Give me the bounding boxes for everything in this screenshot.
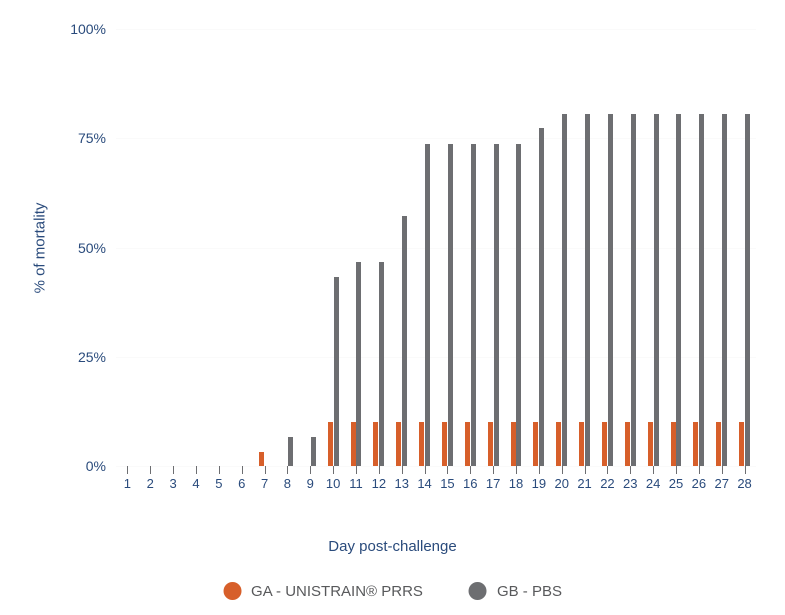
y-tick-label: 100% (70, 21, 116, 37)
bar-series-b (608, 114, 613, 466)
x-tick-label: 8 (284, 466, 291, 491)
x-tick-label: 7 (261, 466, 268, 491)
x-tick-label: 17 (486, 466, 500, 491)
bar-series-b (516, 144, 521, 467)
bar-series-b (471, 144, 476, 467)
bar-series-a (533, 422, 538, 466)
legend-swatch (469, 582, 487, 600)
x-tick-label: 9 (307, 466, 314, 491)
bar-series-b (631, 114, 636, 466)
bar-series-b (745, 114, 750, 466)
x-tick-label: 21 (577, 466, 591, 491)
x-tick-label: 19 (532, 466, 546, 491)
grid-line (116, 138, 756, 139)
legend-swatch (223, 582, 241, 600)
x-axis-title: Day post-challenge (328, 538, 456, 555)
bar-series-b (539, 128, 544, 466)
legend-item: GA - UNISTRAIN® PRRS (223, 582, 423, 600)
x-tick-label: 3 (170, 466, 177, 491)
grid-line (116, 357, 756, 358)
x-tick-label: 25 (669, 466, 683, 491)
x-tick-label: 28 (737, 466, 751, 491)
x-tick-label: 20 (554, 466, 568, 491)
bar-series-a (419, 422, 424, 466)
bar-series-b (311, 437, 316, 466)
bar-series-b (676, 114, 681, 466)
bar-series-a (625, 422, 630, 466)
plot-area: 0%25%50%75%100%1234567891011121314151617… (116, 29, 756, 466)
bar-series-b (379, 262, 384, 466)
x-tick-label: 18 (509, 466, 523, 491)
bar-series-b (562, 114, 567, 466)
y-axis-title: % of mortality (32, 203, 49, 294)
x-tick-label: 1 (124, 466, 131, 491)
bar-series-a (442, 422, 447, 466)
x-tick-label: 6 (238, 466, 245, 491)
x-tick-label: 13 (394, 466, 408, 491)
bar-series-b (402, 216, 407, 466)
x-tick-label: 11 (349, 466, 363, 491)
legend-label: GA - UNISTRAIN® PRRS (251, 583, 423, 600)
y-tick-label: 25% (78, 349, 116, 365)
x-tick-label: 27 (714, 466, 728, 491)
x-tick-label: 10 (326, 466, 340, 491)
bar-series-b (722, 114, 727, 466)
bar-series-a (488, 422, 493, 466)
x-tick-label: 12 (372, 466, 386, 491)
bar-series-b (494, 144, 499, 467)
bar-series-a (351, 422, 356, 466)
x-tick-label: 23 (623, 466, 637, 491)
bar-series-a (602, 422, 607, 466)
y-tick-label: 0% (86, 458, 116, 474)
mortality-chart: % of mortality 0%25%50%75%100%1234567891… (0, 0, 785, 615)
grid-line (116, 248, 756, 249)
bar-series-b (288, 437, 293, 466)
grid-line (116, 29, 756, 30)
bar-series-a (556, 422, 561, 466)
x-tick-label: 24 (646, 466, 660, 491)
bar-series-a (396, 422, 401, 466)
y-tick-label: 50% (78, 240, 116, 256)
bar-series-a (693, 422, 698, 466)
bar-series-b (654, 114, 659, 466)
bar-series-b (356, 262, 361, 466)
x-tick-label: 14 (417, 466, 431, 491)
bar-series-b (334, 277, 339, 466)
bar-series-a (671, 422, 676, 466)
bar-series-b (448, 144, 453, 467)
bar-series-b (425, 144, 430, 467)
x-tick-label: 16 (463, 466, 477, 491)
bar-series-a (739, 422, 744, 466)
bar-series-a (579, 422, 584, 466)
x-tick-label: 22 (600, 466, 614, 491)
bar-series-a (373, 422, 378, 466)
legend-label: GB - PBS (497, 583, 562, 600)
bar-series-a (259, 452, 264, 466)
x-tick-label: 15 (440, 466, 454, 491)
x-tick-label: 26 (692, 466, 706, 491)
legend-item: GB - PBS (469, 582, 562, 600)
bar-series-a (511, 422, 516, 466)
x-tick-label: 5 (215, 466, 222, 491)
bar-series-a (716, 422, 721, 466)
chart-legend: GA - UNISTRAIN® PRRS GB - PBS (223, 582, 562, 600)
bar-series-a (465, 422, 470, 466)
bar-series-b (585, 114, 590, 466)
y-tick-label: 75% (78, 130, 116, 146)
x-tick-label: 4 (192, 466, 199, 491)
x-tick-label: 2 (147, 466, 154, 491)
bar-series-a (328, 422, 333, 466)
bar-series-b (699, 114, 704, 466)
bar-series-a (648, 422, 653, 466)
